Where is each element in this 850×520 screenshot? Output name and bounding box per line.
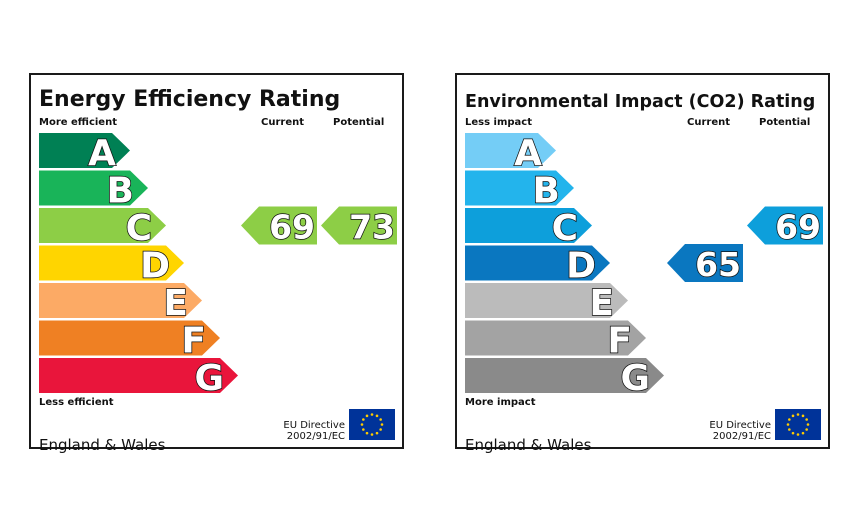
- band-g: G: [465, 357, 664, 400]
- band-f: F: [465, 320, 646, 362]
- current-header: Current: [261, 117, 305, 128]
- band-letter-e: E: [589, 283, 614, 324]
- band-d: D: [465, 245, 610, 287]
- band-bar-c: [465, 208, 592, 243]
- band-bar-g: [465, 358, 664, 393]
- current-rating-arrow-value: 65: [695, 245, 741, 284]
- band-g: G: [39, 357, 238, 400]
- band-bar-b: [465, 170, 574, 206]
- potential-header: Potential: [759, 117, 811, 128]
- band-letter-d: D: [140, 246, 170, 287]
- band-f: F: [39, 320, 220, 362]
- band-letter-f: F: [607, 321, 632, 362]
- current-rating-arrow: 65: [667, 244, 743, 285]
- current-header: Current: [687, 117, 731, 128]
- potential-rating-arrow: 73: [321, 206, 397, 247]
- band-c: C: [465, 207, 592, 250]
- band-b: B: [465, 170, 574, 212]
- band-letter-b: B: [107, 171, 134, 212]
- band-letter-a: A: [514, 133, 542, 174]
- directive-line-1: EU Directive: [709, 420, 771, 431]
- band-bar-c: [39, 208, 166, 243]
- band-letter-a: A: [88, 133, 116, 174]
- band-letter-b: B: [533, 171, 560, 212]
- band-bar-d: [465, 245, 610, 281]
- region-label: England & Wales: [39, 436, 166, 454]
- eu-directive: EU Directive 2002/91/EC: [283, 420, 345, 442]
- directive-line-2: 2002/91/EC: [712, 431, 771, 442]
- band-letter-g: G: [194, 358, 224, 399]
- band-letter-e: E: [163, 283, 188, 324]
- band-bar-f: [39, 320, 220, 356]
- band-letter-d: D: [566, 246, 596, 287]
- current-rating-arrow: 69: [241, 206, 317, 247]
- top-label: More efficient: [39, 117, 117, 128]
- potential-rating-arrow-shape: [747, 206, 823, 245]
- top-label: Less impact: [465, 117, 533, 128]
- band-bar-b: [39, 170, 148, 206]
- directive-line-1: EU Directive: [283, 420, 345, 431]
- band-bar-f: [465, 320, 646, 356]
- chart-title: Environmental Impact (CO2) Rating: [465, 92, 816, 112]
- band-bar-a: [465, 133, 556, 168]
- region-label: England & Wales: [465, 436, 592, 454]
- potential-rating-arrow: 69: [747, 206, 823, 247]
- band-bar-e: [465, 283, 628, 318]
- energy-efficiency-panel: Energy Efficiency Rating More efficient …: [29, 73, 404, 454]
- band-bar-d: [39, 245, 184, 281]
- eu-flag-icon: [775, 409, 821, 440]
- current-rating-arrow-shape: [241, 206, 317, 245]
- band-bar-g: [39, 358, 238, 393]
- band-c: C: [39, 207, 166, 250]
- current-rating-arrow-value: 69: [269, 208, 315, 247]
- chart-title: Energy Efficiency Rating: [39, 87, 341, 112]
- band-a: A: [39, 132, 130, 175]
- potential-header: Potential: [333, 117, 385, 128]
- band-bar-a: [39, 133, 130, 168]
- environmental-impact-panel: Environmental Impact (CO2) Rating Less i…: [455, 73, 830, 454]
- current-rating-arrow-shape: [667, 244, 743, 282]
- potential-rating-arrow-shape: [321, 206, 397, 245]
- band-a: A: [465, 132, 556, 175]
- band-d: D: [39, 245, 184, 287]
- eu-directive: EU Directive 2002/91/EC: [709, 420, 771, 442]
- band-letter-c: C: [126, 208, 152, 249]
- eu-flag-icon: [349, 409, 395, 440]
- band-bar-e: [39, 283, 202, 318]
- band-e: E: [465, 282, 628, 325]
- band-letter-c: C: [552, 208, 578, 249]
- band-e: E: [39, 282, 202, 325]
- band-b: B: [39, 170, 148, 212]
- bottom-label: Less efficient: [39, 397, 114, 408]
- bottom-label: More impact: [465, 397, 536, 408]
- band-letter-g: G: [620, 358, 650, 399]
- band-letter-f: F: [181, 321, 206, 362]
- potential-rating-arrow-value: 69: [775, 208, 821, 247]
- potential-rating-arrow-value: 73: [349, 208, 395, 247]
- directive-line-2: 2002/91/EC: [286, 431, 345, 442]
